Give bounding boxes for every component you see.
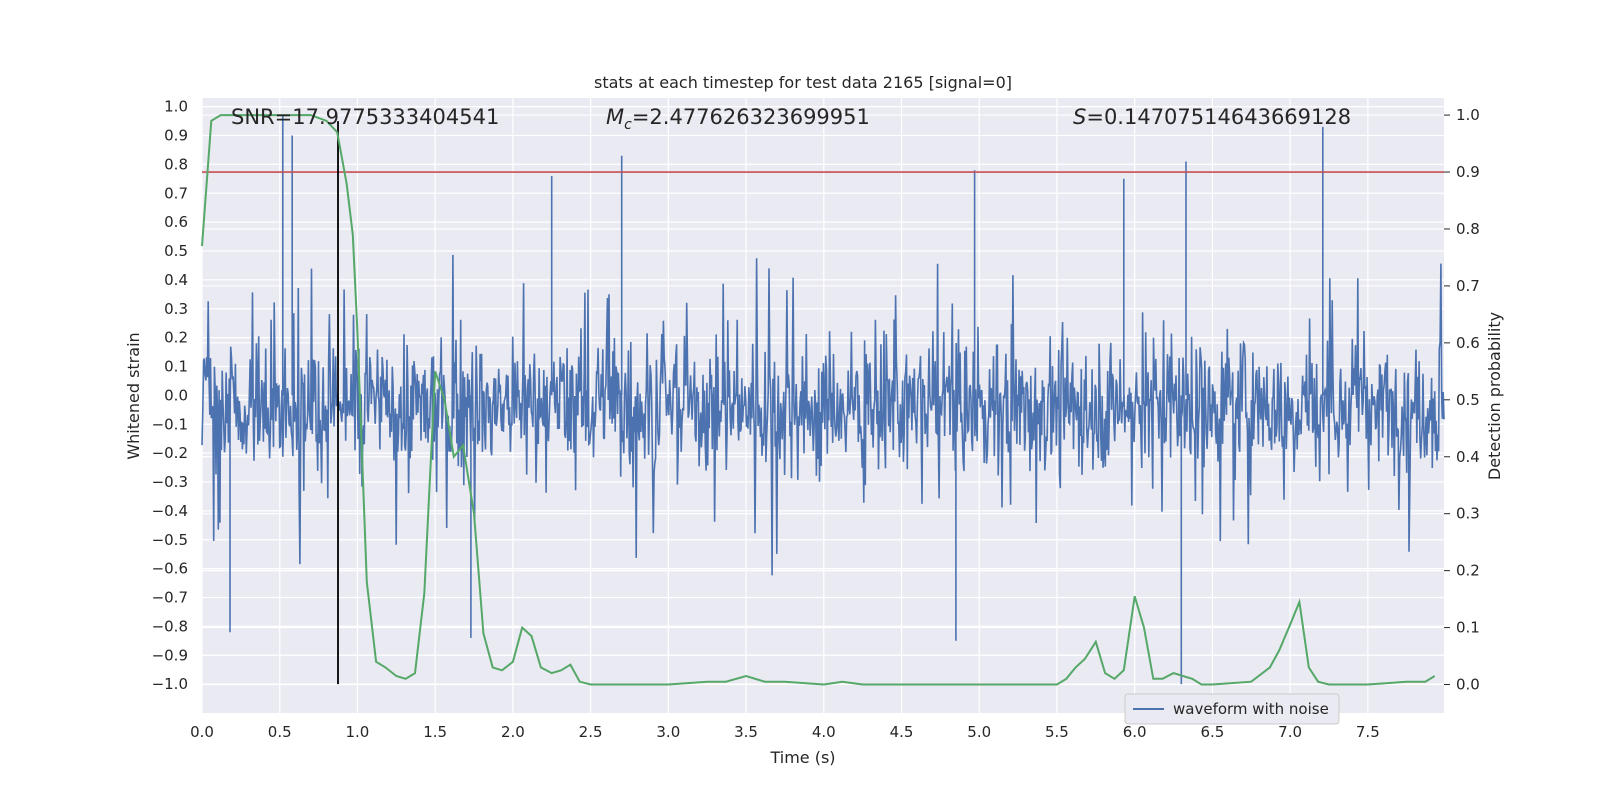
- y-tick-label: −0.6: [152, 560, 188, 578]
- y2-tick-label: 0.6: [1456, 334, 1480, 352]
- x-tick-label: 4.5: [890, 723, 914, 741]
- legend: waveform with noise: [1124, 693, 1340, 725]
- legend-label-waveform: waveform with noise: [1173, 700, 1329, 718]
- legend-box: [1124, 693, 1340, 725]
- y-axis-ticks: 1.0 0.9 0.8 0.7 0.6 0.5 0.4 0.3 0.2 0.1 0.0 −0.1 −0.…: [152, 98, 188, 693]
- y-tick-label: 0.1: [164, 358, 188, 376]
- waveform-series: [201, 115, 1445, 685]
- y-tick-label: 0.3: [164, 300, 188, 318]
- y-tick-label: 0.2: [164, 329, 188, 347]
- x-tick-label: 3.5: [734, 723, 758, 741]
- x-tick-label: 4.0: [812, 723, 836, 741]
- x-tick-label: 7.5: [1356, 723, 1380, 741]
- y2-tick-label: 0.4: [1456, 448, 1480, 466]
- x-tick-label: 1.5: [423, 723, 447, 741]
- s-value: =0.14707514643669128: [1086, 105, 1351, 129]
- x-tick-label: 5.5: [1045, 723, 1069, 741]
- y-tick-label: −0.1: [152, 415, 188, 433]
- y2-axis-ticks: 1.0 0.9 0.8 0.7 0.6 0.5 0.4 0.3 0.2 0.1 0.0: [1444, 106, 1480, 694]
- x-tick-label: 0.0: [190, 723, 214, 741]
- chirp-mass-annotation: Mc=2.477626323699951: [606, 105, 870, 133]
- y2-tick-label: 0.2: [1456, 562, 1480, 580]
- y2-tick-label: 0.0: [1456, 676, 1480, 694]
- x-tick-label: 6.5: [1200, 723, 1224, 741]
- x-tick-label: 6.0: [1123, 723, 1147, 741]
- y-tick-label: −1.0: [152, 675, 188, 693]
- y-tick-label: 0.7: [164, 184, 188, 202]
- y-tick-label: −0.9: [152, 646, 188, 664]
- snr-annotation: SNR=17.9775333404541: [231, 105, 499, 129]
- detection-probability-series: [201, 114, 1436, 686]
- y2-tick-label: 0.7: [1456, 277, 1480, 295]
- y-tick-label: 1.0: [164, 98, 188, 116]
- waveform-trace: [201, 115, 1445, 685]
- y2-tick-label: 0.8: [1456, 220, 1480, 238]
- x-tick-label: 3.0: [656, 723, 680, 741]
- y2-tick-label: 0.5: [1456, 391, 1480, 409]
- x-tick-label: 0.5: [268, 723, 292, 741]
- x-tick-label: 1.0: [346, 723, 370, 741]
- y2-tick-label: 0.9: [1456, 163, 1480, 181]
- chirp-mass-value: =2.477626323699951: [632, 105, 870, 129]
- y2-tick-label: 0.3: [1456, 505, 1480, 523]
- y-tick-label: 0.4: [164, 271, 188, 289]
- y2-tick-label: 0.1: [1456, 619, 1480, 637]
- y-tick-label: −0.8: [152, 617, 188, 635]
- x-tick-label: 5.0: [967, 723, 991, 741]
- y-tick-label: 0.8: [164, 155, 188, 173]
- x-tick-label: 2.5: [579, 723, 603, 741]
- y-tick-label: −0.5: [152, 531, 188, 549]
- y-tick-label: −0.3: [152, 473, 188, 491]
- y-tick-label: −0.7: [152, 589, 188, 607]
- y-tick-label: 0.5: [164, 242, 188, 260]
- y-tick-label: −0.4: [152, 502, 188, 520]
- y-tick-label: 0.6: [164, 213, 188, 231]
- y2-axis-label: Detection probability: [1485, 312, 1504, 480]
- chart-title: stats at each timestep for test data 216…: [594, 73, 1012, 92]
- y2-tick-label: 1.0: [1456, 106, 1480, 124]
- chirp-mass-symbol: M: [606, 105, 624, 129]
- x-axis-ticks: 0.0 0.5 1.0 1.5 2.0 2.5 3.0 3.5 4.0 4.5 5.0 5.5 6.0 6…: [190, 723, 1380, 741]
- x-tick-label: 2.0: [501, 723, 525, 741]
- y-tick-label: 0.0: [164, 386, 188, 404]
- s-annotation: S=0.14707514643669128: [1073, 105, 1351, 129]
- y-axis-label: Whitened strain: [124, 332, 143, 459]
- y-tick-label: 0.9: [164, 127, 188, 145]
- x-tick-label: 7.0: [1278, 723, 1302, 741]
- y-tick-label: −0.2: [152, 444, 188, 462]
- x-axis-label: Time (s): [769, 748, 835, 767]
- s-symbol: S: [1073, 105, 1086, 129]
- chirp-mass-subscript: c: [624, 117, 632, 133]
